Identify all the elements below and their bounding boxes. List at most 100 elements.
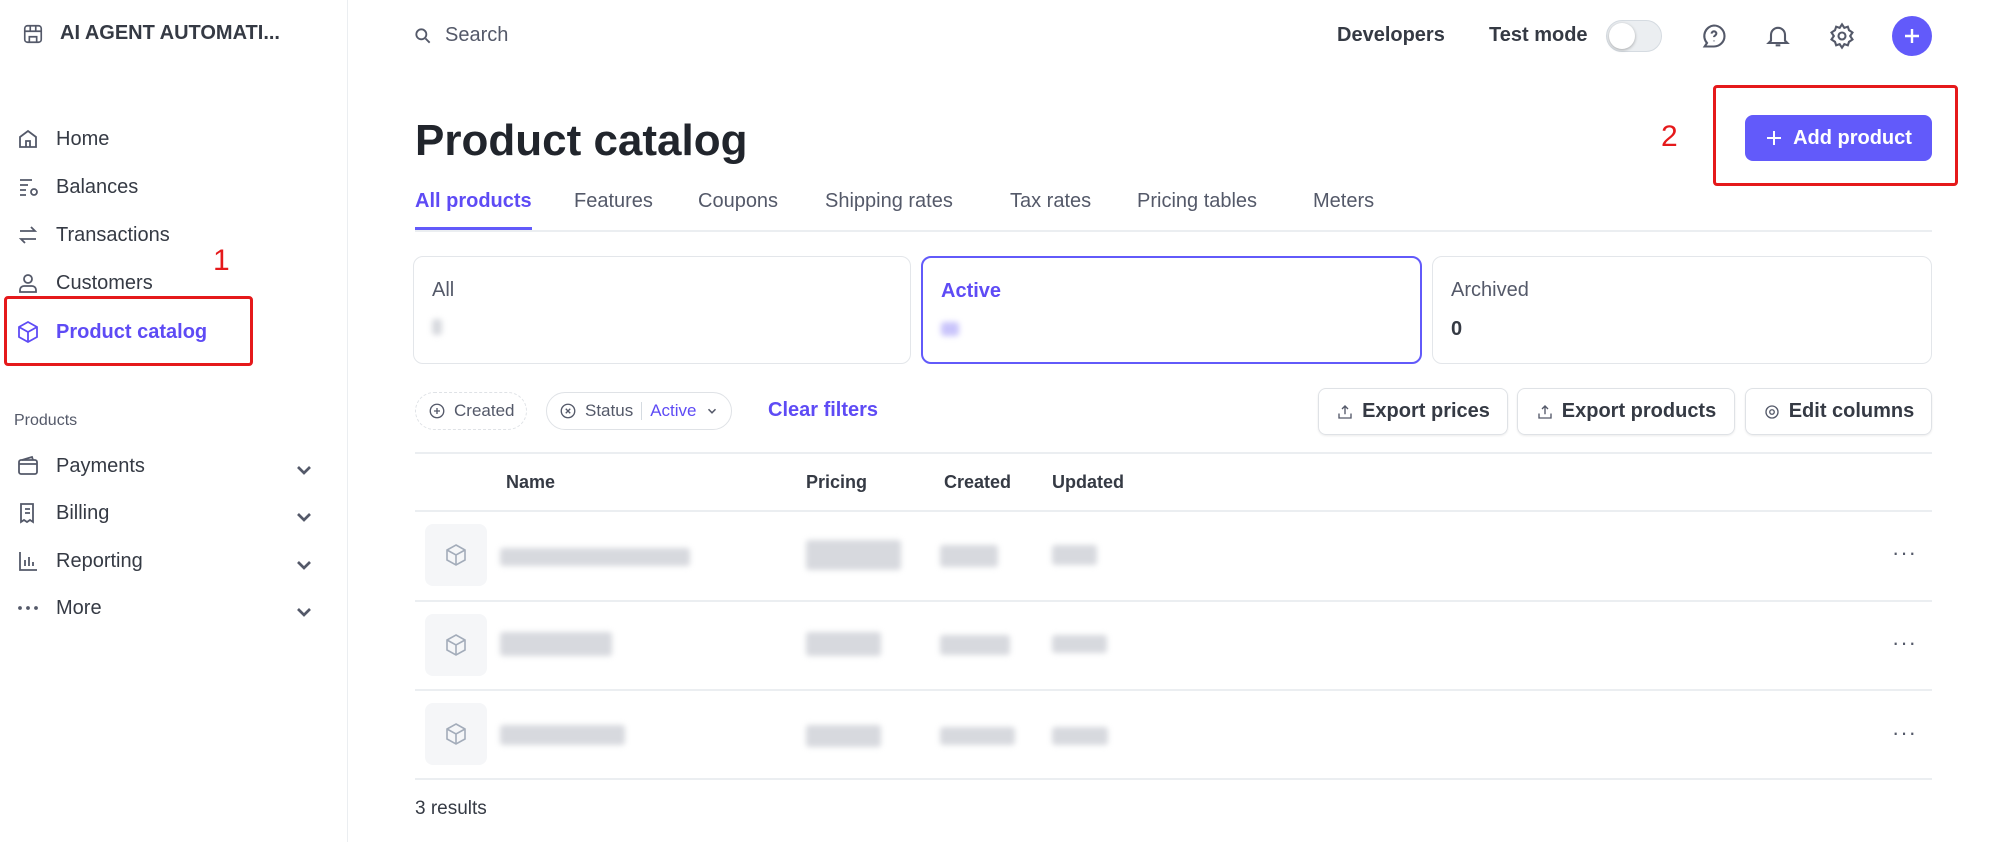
- plus-icon: [1905, 29, 1919, 43]
- bell-icon: [1766, 26, 1790, 47]
- remove-circle-icon[interactable]: [559, 402, 577, 420]
- filter-card-archived[interactable]: Archived 0: [1432, 256, 1932, 364]
- results-count: 3 results: [415, 798, 487, 819]
- toggle-knob: [1609, 23, 1635, 49]
- chip-label: Created: [454, 401, 515, 420]
- developers-link[interactable]: Developers: [1337, 24, 1445, 46]
- tab-features[interactable]: Features: [574, 190, 653, 212]
- add-product-button[interactable]: Add product: [1745, 115, 1932, 161]
- box-icon: [18, 320, 38, 344]
- redacted-name: [500, 632, 612, 656]
- redacted-count: [941, 322, 959, 336]
- product-image: [425, 524, 487, 586]
- divider: [415, 510, 1932, 512]
- chip-value: Active: [650, 401, 697, 420]
- sidebar: AI AGENT AUTOMATI... Home Balances Trans…: [0, 0, 348, 842]
- chevron-down-icon: [297, 466, 311, 475]
- wallet-icon: [18, 455, 38, 475]
- column-header-name[interactable]: Name: [506, 472, 556, 492]
- redacted-created: [940, 545, 998, 567]
- annotation-box-2: [1713, 85, 1958, 186]
- tab-shipping-rates[interactable]: Shipping rates: [825, 190, 953, 212]
- gear-icon: [1830, 22, 1854, 50]
- sidebar-item-more[interactable]: More: [16, 596, 316, 620]
- chevron-down-icon: [707, 408, 716, 414]
- sidebar-item-label: Balances: [56, 175, 139, 198]
- sidebar-item-billing[interactable]: Billing: [16, 501, 316, 525]
- test-mode-label: Test mode: [1489, 24, 1588, 46]
- export-products-button[interactable]: Export products: [1517, 388, 1735, 435]
- tab-all-products[interactable]: All products: [415, 190, 532, 230]
- card-label: Archived: [1451, 279, 1529, 301]
- column-header-updated[interactable]: Updated: [1052, 472, 1124, 492]
- tab-pricing-tables[interactable]: Pricing tables: [1137, 190, 1258, 212]
- annotation-label-1: 1: [213, 244, 230, 277]
- sidebar-item-label: Transactions: [56, 223, 170, 246]
- home-icon: [19, 129, 37, 148]
- sidebar-item-product-catalog[interactable]: Product catalog: [16, 320, 316, 344]
- clear-filters-link[interactable]: Clear filters: [768, 399, 879, 421]
- chevron-down-icon: [297, 513, 311, 522]
- tab-coupons[interactable]: Coupons: [698, 190, 779, 212]
- test-mode-toggle[interactable]: [1606, 20, 1662, 52]
- store-icon: [23, 24, 43, 43]
- chevron-down-icon: [297, 561, 311, 570]
- redacted-updated: [1052, 545, 1097, 565]
- row-actions-button[interactable]: ···: [1892, 630, 1917, 655]
- filter-card-all[interactable]: All: [413, 256, 911, 364]
- status-filter-chip[interactable]: Status Active: [546, 392, 732, 430]
- sidebar-item-label: Customers: [56, 271, 153, 294]
- filter-card-active[interactable]: Active: [921, 256, 1422, 364]
- box-icon: [446, 634, 466, 656]
- notifications-button[interactable]: [1764, 22, 1792, 50]
- redacted-pricing: [806, 725, 881, 747]
- column-header-created[interactable]: Created: [944, 472, 1012, 492]
- sidebar-item-balances[interactable]: Balances: [16, 175, 316, 199]
- annotation-label-2: 2: [1661, 120, 1678, 153]
- export-icon: [1538, 404, 1552, 419]
- tab-tax-rates[interactable]: Tax rates: [1010, 190, 1092, 212]
- settings-button[interactable]: [1828, 22, 1856, 50]
- redacted-pricing: [806, 632, 881, 656]
- divider: [415, 778, 1932, 780]
- transactions-icon: [18, 226, 38, 244]
- button-label: Export prices: [1362, 400, 1490, 422]
- sidebar-item-payments[interactable]: Payments: [16, 454, 316, 478]
- column-header-pricing[interactable]: Pricing: [806, 472, 868, 492]
- card-value: 0: [1451, 318, 1463, 340]
- chip-label: Status: [585, 401, 634, 420]
- sidebar-item-transactions[interactable]: Transactions: [16, 223, 316, 247]
- create-button[interactable]: [1892, 16, 1932, 56]
- plus-icon: [1767, 131, 1782, 145]
- button-label: Export products: [1561, 400, 1717, 422]
- chart-icon: [19, 552, 37, 571]
- account-switcher[interactable]: AI AGENT AUTOMATI...: [22, 22, 280, 45]
- page-title: Product catalog: [415, 116, 748, 165]
- chevron-down-icon: [297, 608, 311, 617]
- annotation-box-1: [4, 296, 253, 366]
- tabs: All products Features Coupons Shipping r…: [415, 190, 1932, 232]
- row-actions-button[interactable]: ···: [1892, 540, 1917, 565]
- search-input[interactable]: Search: [413, 24, 508, 47]
- sidebar-item-home[interactable]: Home: [16, 127, 316, 151]
- plus-circle-icon: [429, 403, 445, 419]
- redacted-count: [432, 319, 442, 335]
- redacted-updated: [1052, 727, 1108, 745]
- box-icon: [446, 544, 466, 566]
- sidebar-item-reporting[interactable]: Reporting: [16, 549, 316, 573]
- tab-meters[interactable]: Meters: [1313, 190, 1375, 212]
- chip-divider: [641, 402, 643, 420]
- sidebar-item-label: More: [56, 596, 102, 619]
- add-product-label: Add product: [1793, 126, 1912, 149]
- sidebar-item-label: Billing: [56, 501, 110, 524]
- export-prices-button[interactable]: Export prices: [1318, 388, 1508, 435]
- divider: [415, 452, 1932, 454]
- edit-columns-button[interactable]: Edit columns: [1745, 388, 1932, 435]
- help-button[interactable]: [1700, 22, 1728, 50]
- row-actions-button[interactable]: ···: [1892, 720, 1917, 745]
- created-filter-chip[interactable]: Created: [415, 392, 528, 430]
- product-image: [425, 614, 487, 676]
- gear-icon: [1765, 404, 1779, 419]
- customers-icon: [19, 274, 37, 293]
- sidebar-item-customers[interactable]: Customers: [16, 271, 316, 295]
